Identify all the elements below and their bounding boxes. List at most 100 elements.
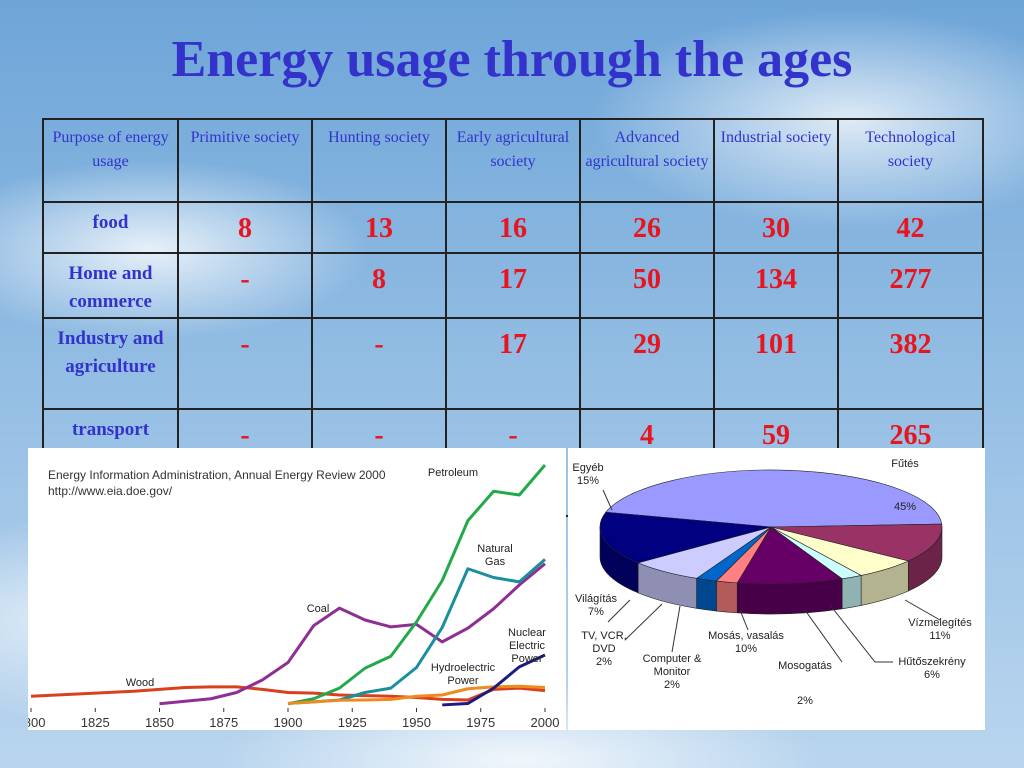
value-cell: 277 xyxy=(837,252,984,319)
leader-line xyxy=(739,609,749,631)
header-cell: Hunting society xyxy=(311,118,447,203)
pie-side xyxy=(736,578,843,615)
table-row: food 8 13 16 26 30 42 xyxy=(42,201,984,254)
leader-line xyxy=(607,599,631,623)
pie-slice xyxy=(599,511,772,564)
pie-label-name: Egyéb xyxy=(572,462,604,474)
pie-label-name: Mosogatás xyxy=(778,660,832,672)
source-url: http://www.eia.doe.gov/ xyxy=(48,484,173,498)
leader-line xyxy=(602,489,613,511)
header-cell: Primitive society xyxy=(177,118,313,203)
series-label: Nuclear Electric Power xyxy=(508,627,546,665)
series-label: Coal xyxy=(306,603,330,615)
value-cell: - xyxy=(177,317,313,410)
value-cell: 29 xyxy=(579,317,715,410)
pie-label: Egyéb 15% xyxy=(563,462,613,488)
row-label: food xyxy=(42,201,179,254)
leader-line xyxy=(671,605,681,653)
value-cell: 8 xyxy=(177,201,313,254)
pie-label-value: 2% xyxy=(664,679,680,691)
x-tick-label: 1875 xyxy=(209,715,238,730)
pie-label-name: Fűtés xyxy=(891,458,919,470)
leader-line xyxy=(829,604,893,663)
pie-label-name: Hűtőszekrény xyxy=(898,656,966,668)
table-row: Home and commerce -8 17 50 134 277 xyxy=(42,252,984,319)
pie-label-name: Computer & Monitor xyxy=(642,653,702,678)
series-line xyxy=(442,653,546,707)
pie-side xyxy=(841,575,862,610)
pie-slice xyxy=(770,523,943,562)
value-cell: 16 xyxy=(445,201,581,254)
x-tick-label: 1900 xyxy=(274,715,303,730)
value-cell: 17 xyxy=(445,317,581,410)
pie-side xyxy=(716,580,738,614)
pie-label: Mosogatás 2% xyxy=(775,660,835,708)
pie-label: Fűtés 45% xyxy=(875,458,935,514)
x-tick-label: 1950 xyxy=(402,715,431,730)
series-line xyxy=(287,684,546,705)
series-line xyxy=(30,685,546,702)
pie-label-name: Mosás, vasalás xyxy=(708,630,784,642)
pie-label-value: 11% xyxy=(929,630,951,642)
row-label: Home and commerce xyxy=(42,252,179,319)
series-label: Hydroelectric Power xyxy=(430,662,496,687)
header-cell: Industrial society xyxy=(713,118,839,203)
pie-label: Hűtőszekrény 6% xyxy=(887,656,977,682)
header-cell: Purpose of energy usage xyxy=(42,118,179,203)
pie-label-name: Világítás xyxy=(575,593,617,605)
pie-label-value: 10% xyxy=(734,643,758,655)
value-cell: 8 xyxy=(311,252,447,319)
header-row: Purpose of energy usage Primitive society… xyxy=(42,118,984,203)
x-tick-label: 2000 xyxy=(531,715,560,730)
series-label: Natural Gas xyxy=(477,543,513,568)
value-cell: 134 xyxy=(713,252,839,319)
slide-title: Energy usage through the ages xyxy=(171,31,853,88)
series-line xyxy=(159,562,546,706)
row-label: Industry and agriculture xyxy=(42,317,179,410)
pie-label-value: 15% xyxy=(576,475,600,487)
pie-label: TV, VCR, DVD 2% xyxy=(574,630,634,669)
table-row: Industry and agriculture - -17 29 101 382 xyxy=(42,317,984,410)
value-cell: 42 xyxy=(837,201,984,254)
line-chart-bg xyxy=(28,448,566,730)
source: Energy Information Administration, Annua… xyxy=(48,468,386,482)
value-cell: 382 xyxy=(837,317,984,410)
header-cell: Technological society xyxy=(837,118,984,203)
pie-slice xyxy=(736,526,843,585)
value-cell: 13 xyxy=(311,201,447,254)
x-tick-label: 1925 xyxy=(338,715,367,730)
header-cell: Advanced agricultural society xyxy=(579,118,715,203)
value-cell: 101 xyxy=(713,317,839,410)
x-tick-label: 1800 xyxy=(17,715,46,730)
pie-label-value: 7% xyxy=(588,606,604,618)
pie-slice xyxy=(605,469,943,528)
value-cell: 50 xyxy=(579,252,715,319)
pie-label: Világítás 7% xyxy=(566,593,626,619)
pie-label: Mosás, vasalás 10% xyxy=(696,630,796,656)
leader-line xyxy=(624,603,663,641)
pie-label-value: 45% xyxy=(893,501,917,513)
series-label: Wood xyxy=(125,677,155,689)
pie-label-value: 2% xyxy=(797,695,813,707)
pie-label: Computer & Monitor 2% xyxy=(632,653,712,692)
x-tick-label: 1975 xyxy=(466,715,495,730)
value-cell: - xyxy=(177,252,313,319)
pie-label-name: TV, VCR, DVD xyxy=(581,630,627,655)
pie-label-name: Vízmelegítés xyxy=(908,617,972,629)
value-cell: - xyxy=(311,317,447,410)
pie-label-value: 2% xyxy=(596,656,612,668)
series-line xyxy=(287,464,547,706)
value-cell: 26 xyxy=(579,201,715,254)
pie-label-value: 6% xyxy=(924,669,940,681)
x-tick-label: 1850 xyxy=(145,715,174,730)
header-cell: Early agricultural society xyxy=(445,118,581,203)
value-cell: 17 xyxy=(445,252,581,319)
leader-line xyxy=(904,599,941,621)
leader-lines xyxy=(602,489,941,663)
pie-label: Vízmelegítés 11% xyxy=(900,617,980,643)
x-tick-label: 1825 xyxy=(81,715,110,730)
pie-side xyxy=(696,577,717,612)
leader-line xyxy=(804,609,843,663)
